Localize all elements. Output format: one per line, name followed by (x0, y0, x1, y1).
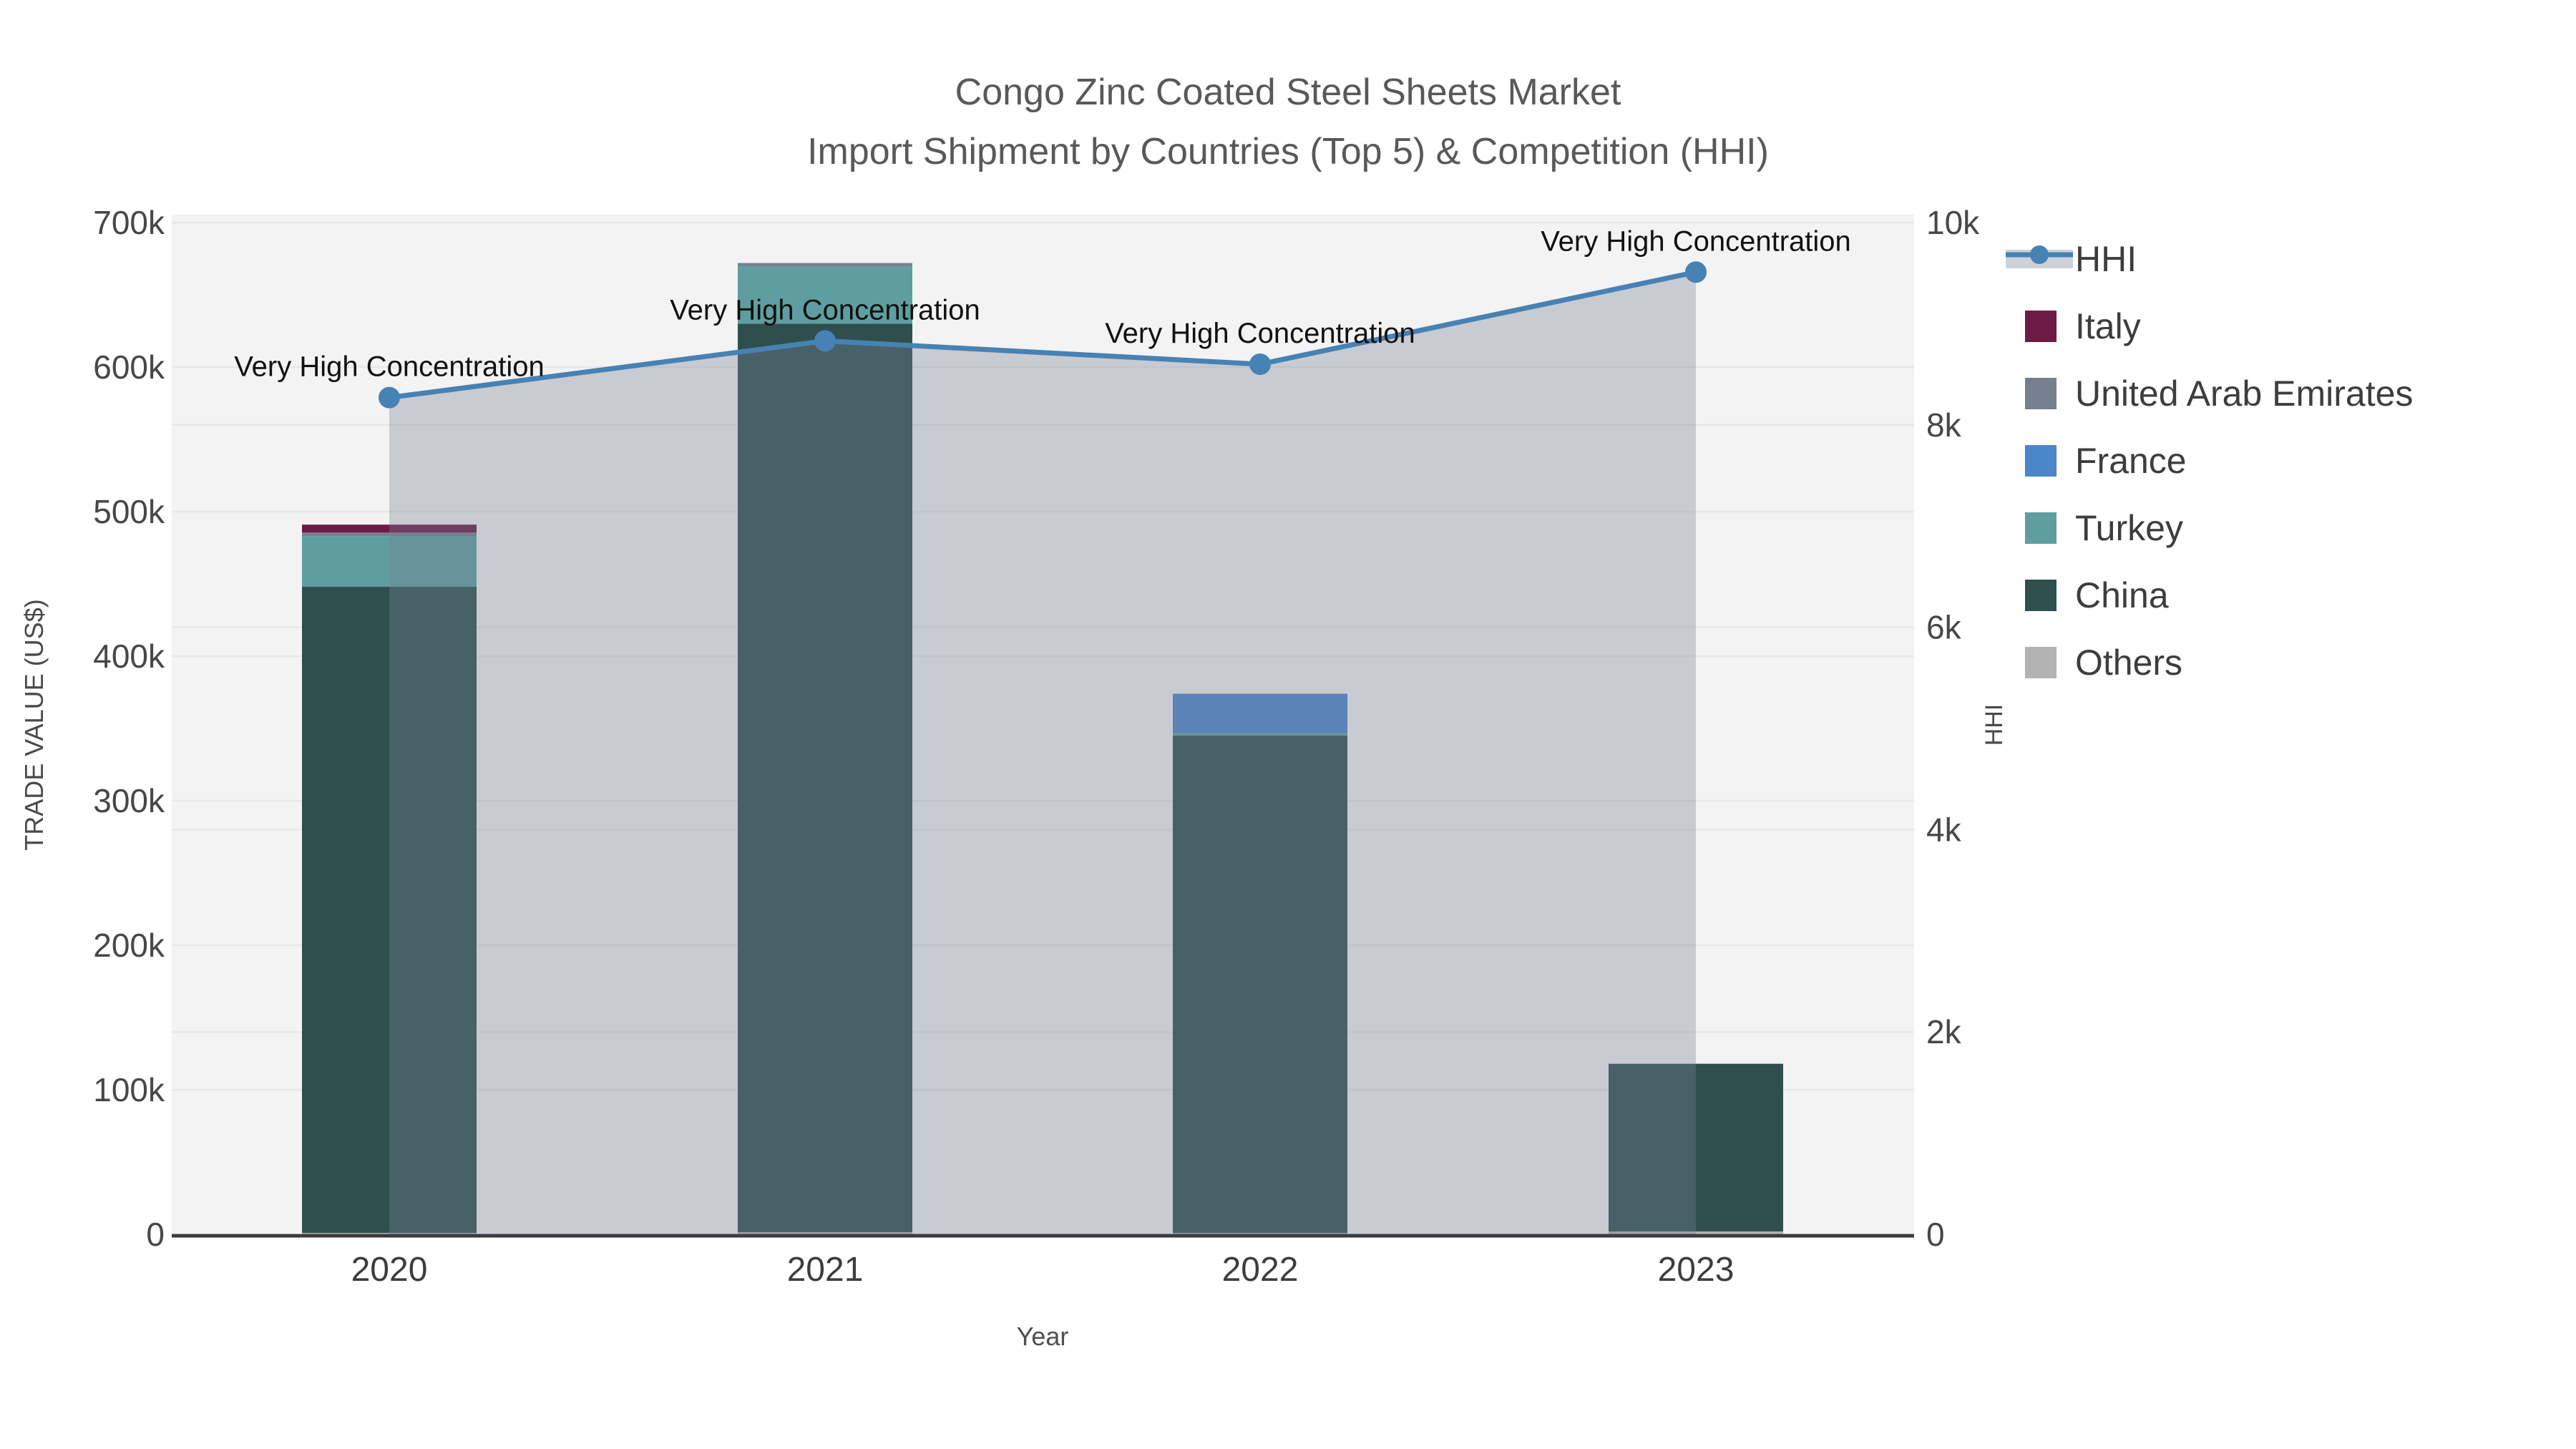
annotation-layer: Very High Concentration Very High Concent… (234, 225, 1851, 382)
bar-2021-china[interactable] (738, 323, 912, 1232)
legend-swatch-italy (2025, 311, 2057, 342)
legend-label-china: China (2075, 575, 2169, 615)
legend-item-italy[interactable]: Italy (2025, 306, 2141, 346)
bar-2020-china[interactable] (302, 587, 477, 1233)
legend-item-china[interactable]: China (2025, 575, 2169, 615)
y-axis-title-right: HHI (1981, 704, 2008, 746)
chart-title-line2: Import Shipment by Countries (Top 5) & C… (807, 131, 1769, 172)
x-tick-2023: 2023 (1658, 1251, 1735, 1289)
chart-title-line1: Congo Zinc Coated Steel Sheets Market (955, 72, 1621, 113)
x-tick-2022: 2022 (1222, 1251, 1299, 1289)
y-axis-title-left: TRADE VALUE (US$) (19, 599, 49, 850)
annotation-2020: Very High Concentration (234, 351, 545, 383)
legend-hhi-marker (2030, 245, 2049, 264)
bar-2021-united-arab-emirates[interactable] (738, 263, 912, 267)
y-right-tick-2k: 2k (1926, 1013, 1962, 1050)
bar-2022-france[interactable] (1173, 693, 1347, 733)
hhi-area-fill (389, 272, 1696, 1234)
y-left-tick-300k: 300k (93, 782, 165, 819)
y-left-tick-0: 0 (146, 1216, 165, 1253)
y-left-tick-100k: 100k (93, 1071, 165, 1108)
hhi-line (389, 269, 1697, 401)
legend-item-turkey[interactable]: Turkey (2025, 508, 2183, 548)
annotation-2021: Very High Concentration (670, 294, 980, 326)
bars-layer (302, 263, 1783, 1234)
y-left-tick-500k: 500k (93, 493, 165, 530)
bar-2022-china[interactable] (1173, 736, 1347, 1233)
x-tick-2020: 2020 (351, 1251, 428, 1289)
y-right-tick-8k: 8k (1926, 406, 1962, 444)
y-right-tick-10k: 10k (1926, 204, 1980, 241)
legend-swatch-china (2025, 580, 2057, 611)
hhi-marker-2023[interactable] (1685, 261, 1707, 283)
y-left-tick-700k: 700k (93, 204, 165, 241)
annotation-2023: Very High Concentration (1541, 225, 1851, 257)
hhi-marker-2021[interactable] (814, 330, 836, 352)
y-left-tick-200k: 200k (93, 927, 165, 964)
y-left-tick-600k: 600k (93, 348, 165, 386)
legend-label-italy: Italy (2075, 306, 2141, 346)
bar-2023-china[interactable] (1609, 1063, 1783, 1231)
hhi-marker-2022[interactable] (1249, 353, 1271, 375)
legend: HHI Italy United Arab Emirates France Turkey… (2006, 239, 2413, 683)
annotation-2022: Very High Concentration (1105, 318, 1415, 349)
y-right-tick-4k: 4k (1926, 811, 1962, 848)
bar-2020-turkey[interactable] (302, 536, 477, 587)
axes-layer: 0 100k 200k 300k 400k 500k 600k 700k 0 2k 4k 6k 8k 10… (93, 204, 1980, 1289)
legend-swatch-united-arab-emirates (2025, 378, 2057, 409)
legend-label-united-arab-emirates: United Arab Emirates (2075, 374, 2413, 414)
y-right-tick-6k: 6k (1926, 609, 1962, 646)
x-axis-title: Year (1017, 1322, 1069, 1351)
legend-label-hhi: HHI (2075, 239, 2137, 279)
bar-2021-turkey[interactable] (738, 266, 912, 324)
legend-label-france: France (2075, 441, 2187, 481)
hhi-area-layer (389, 272, 1696, 1234)
bar-2021-others[interactable] (738, 1231, 912, 1234)
legend-item-hhi[interactable]: HHI (2006, 239, 2137, 279)
y-right-tick-0: 0 (1926, 1216, 1945, 1253)
legend-item-france[interactable]: France (2025, 441, 2187, 481)
legend-label-turkey: Turkey (2075, 508, 2183, 548)
legend-swatch-france (2025, 445, 2057, 477)
bar-2022-others[interactable] (1173, 1232, 1347, 1234)
bar-2023-others[interactable] (1609, 1231, 1783, 1234)
y-left-tick-400k: 400k (93, 638, 165, 675)
legend-swatch-others (2025, 647, 2057, 678)
hhi-line-layer (379, 261, 1707, 409)
bar-2020-italy[interactable] (302, 525, 477, 533)
bar-2022-turkey[interactable] (1173, 733, 1347, 736)
legend-label-others: Others (2075, 643, 2182, 683)
legend-swatch-turkey (2025, 512, 2057, 544)
hhi-marker-2020[interactable] (379, 386, 400, 409)
legend-item-united-arab-emirates[interactable]: United Arab Emirates (2025, 374, 2413, 414)
x-tick-2021: 2021 (787, 1251, 864, 1289)
legend-item-others[interactable]: Others (2025, 643, 2182, 683)
bar-2020-others[interactable] (302, 1232, 477, 1234)
bar-2020-united-arab-emirates[interactable] (302, 532, 477, 537)
